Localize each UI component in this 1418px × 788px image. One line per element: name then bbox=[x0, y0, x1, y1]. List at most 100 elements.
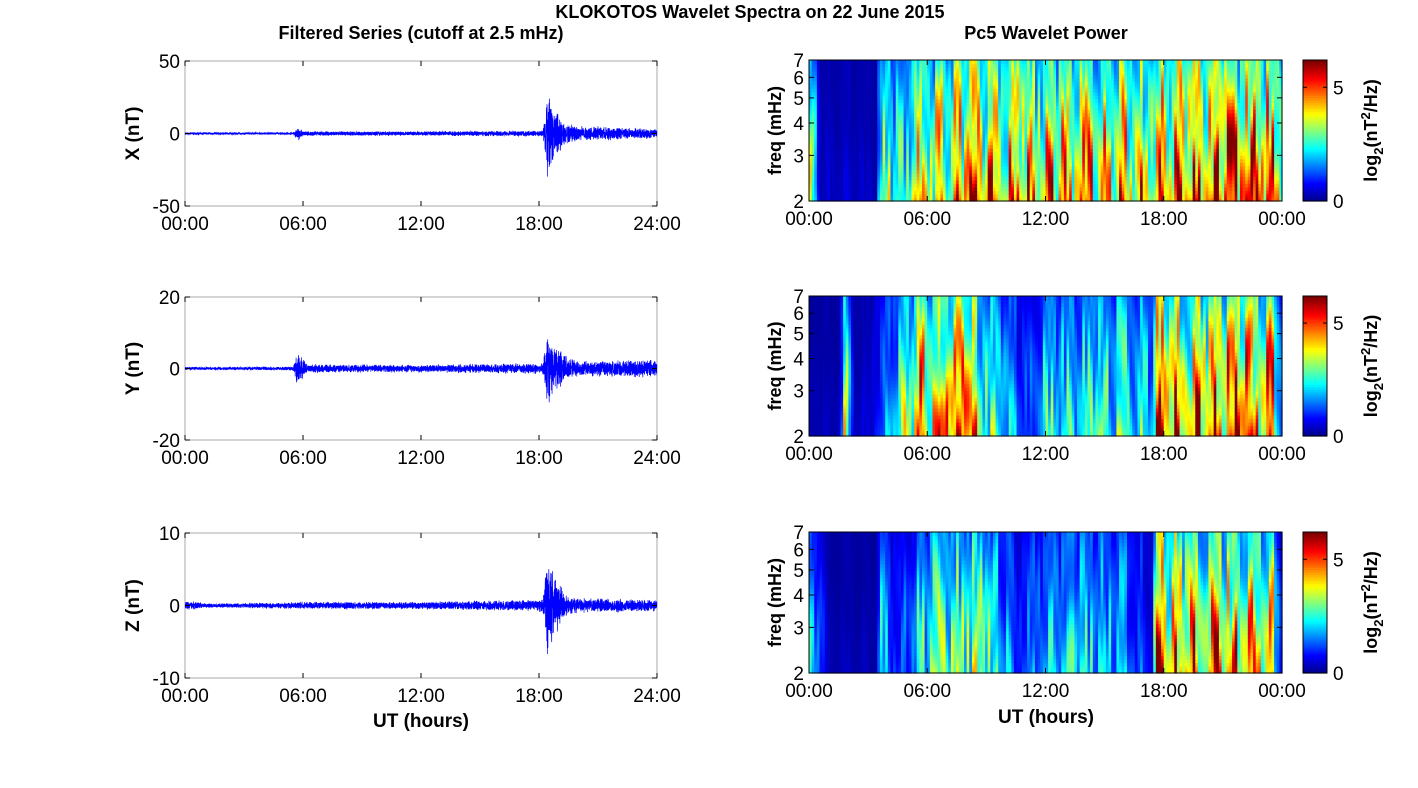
heatmap-cell bbox=[811, 63, 815, 68]
heatmap-cell bbox=[851, 155, 855, 160]
heatmap-cell bbox=[809, 179, 813, 184]
heatmap-cell bbox=[824, 67, 828, 72]
heatmap-cell bbox=[837, 119, 842, 125]
heatmap-cell bbox=[832, 102, 836, 107]
heatmap-cell bbox=[830, 193, 834, 199]
heatmap-cell bbox=[840, 119, 844, 125]
heatmap-cell bbox=[816, 70, 821, 75]
heatmap-cell bbox=[827, 98, 831, 103]
heatmap-cell bbox=[814, 165, 818, 170]
heatmap-cell bbox=[848, 155, 852, 160]
heatmap-cell bbox=[837, 102, 842, 107]
heatmap-cell bbox=[845, 91, 850, 96]
heatmap-cell bbox=[822, 190, 826, 195]
heatmap-cell bbox=[851, 60, 855, 65]
y-axis-label: Z (nT) bbox=[123, 579, 144, 632]
heatmap-cell bbox=[840, 84, 844, 89]
heatmap-cell bbox=[827, 148, 831, 153]
heatmap-cell bbox=[824, 119, 828, 125]
heatmap-cell bbox=[809, 88, 813, 93]
heatmap-cell bbox=[848, 151, 852, 156]
heatmap-cell bbox=[845, 102, 850, 107]
heatmap-cell bbox=[830, 169, 834, 174]
heatmap-cell bbox=[816, 151, 821, 156]
heatmap-cell bbox=[822, 102, 826, 107]
heatmap-cell bbox=[840, 162, 844, 167]
heatmap-cell bbox=[827, 176, 831, 181]
heatmap-cell bbox=[830, 126, 834, 132]
heatmap-cell bbox=[814, 74, 818, 79]
heatmap-cell bbox=[811, 172, 815, 177]
heatmap-cell bbox=[824, 81, 828, 86]
heatmap-cell bbox=[835, 126, 839, 132]
heatmap-cell bbox=[843, 84, 847, 89]
heatmap-cell bbox=[809, 109, 813, 114]
heatmap-cell bbox=[809, 197, 813, 202]
heatmap-cell bbox=[827, 116, 831, 121]
heatmap-cell bbox=[809, 105, 813, 110]
heatmap-cell bbox=[814, 91, 818, 96]
heatmap-cell bbox=[824, 70, 828, 75]
heatmap-cell bbox=[816, 105, 821, 110]
heatmap-cell bbox=[814, 155, 818, 160]
heatmap-cell bbox=[811, 155, 815, 160]
heatmap-cell bbox=[814, 88, 818, 93]
heatmap-cell bbox=[845, 60, 850, 65]
heatmap-cell bbox=[809, 130, 813, 135]
heatmap-cell bbox=[848, 134, 852, 139]
heatmap-cell bbox=[809, 165, 813, 170]
heatmap-cell bbox=[830, 77, 834, 82]
heatmap-cell bbox=[837, 148, 842, 153]
heatmap-cell bbox=[830, 141, 834, 146]
y-axis-label: Y (nT) bbox=[123, 342, 144, 395]
heatmap-cell bbox=[832, 70, 836, 75]
heatmap-cell bbox=[824, 98, 828, 103]
heatmap-cell bbox=[814, 130, 818, 135]
heatmap-cell bbox=[840, 158, 844, 163]
heatmap-cell bbox=[837, 116, 842, 121]
heatmap-cell bbox=[814, 60, 818, 65]
heatmap-cell bbox=[851, 116, 855, 121]
heatmap-cell bbox=[822, 172, 826, 177]
x-tick-label: 12:00 bbox=[397, 448, 445, 469]
heatmap-cell bbox=[814, 116, 818, 121]
heatmap-cell bbox=[837, 158, 842, 163]
heatmap-cell bbox=[845, 74, 850, 79]
heatmap-cell bbox=[851, 197, 855, 202]
heatmap-cell bbox=[824, 190, 828, 195]
heatmap-cell bbox=[830, 162, 834, 167]
heatmap-cell bbox=[814, 197, 818, 202]
heatmap-cell bbox=[814, 105, 818, 110]
heatmap-cell bbox=[832, 186, 836, 192]
heatmap-cell bbox=[824, 77, 828, 82]
heatmap-cell bbox=[845, 63, 850, 68]
heatmap-cell bbox=[811, 197, 815, 202]
heatmap-cell bbox=[848, 67, 852, 72]
heatmap-cell bbox=[837, 183, 842, 188]
heatmap-cell bbox=[824, 162, 828, 167]
heatmap-cell bbox=[816, 155, 821, 160]
heatmap-cell bbox=[853, 130, 857, 135]
heatmap-cell bbox=[835, 197, 839, 202]
heatmap-cell bbox=[845, 116, 850, 121]
heatmap-cell bbox=[830, 144, 834, 149]
heatmap-cell bbox=[814, 158, 818, 163]
heatmap-cell bbox=[832, 151, 836, 156]
heatmap-cell bbox=[824, 60, 828, 65]
heatmap-cell bbox=[824, 116, 828, 121]
heatmap-cell bbox=[835, 151, 839, 156]
heatmap-cell bbox=[845, 137, 850, 142]
heatmap-cell bbox=[819, 179, 823, 184]
heatmap-cell bbox=[837, 179, 842, 184]
heatmap-cell bbox=[848, 141, 852, 146]
heatmap-cell bbox=[840, 137, 844, 142]
heatmap-cell bbox=[814, 70, 818, 75]
heatmap-cell bbox=[843, 162, 847, 167]
heatmap-cell bbox=[830, 179, 834, 184]
heatmap-cell bbox=[811, 119, 815, 125]
heatmap-cell bbox=[843, 190, 847, 195]
heatmap-cell bbox=[819, 126, 823, 132]
heatmap-cell bbox=[835, 165, 839, 170]
x-tick-label: 00:00 bbox=[161, 448, 209, 469]
